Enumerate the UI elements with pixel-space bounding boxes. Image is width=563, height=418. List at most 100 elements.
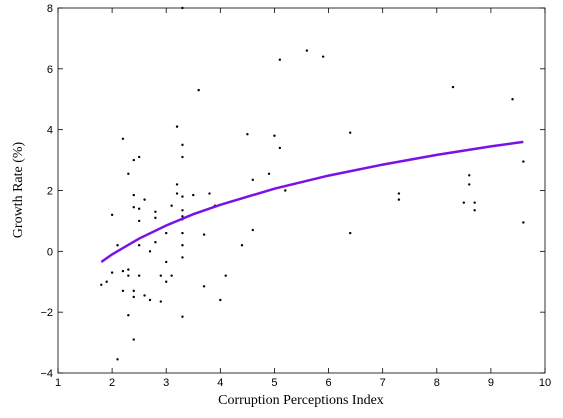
data-point — [121, 137, 125, 140]
data-point — [110, 213, 114, 217]
data-point — [208, 192, 211, 195]
data-point — [278, 146, 282, 150]
x-tick-label: 4 — [217, 377, 223, 389]
data-point — [132, 193, 135, 197]
data-point — [159, 274, 163, 277]
data-point — [137, 207, 141, 210]
data-point — [511, 98, 514, 101]
data-point — [154, 241, 157, 244]
data-point — [273, 134, 276, 137]
x-tick-label: 5 — [271, 377, 277, 389]
data-point — [137, 244, 141, 247]
data-point — [175, 192, 179, 195]
data-point — [116, 358, 119, 361]
data-point — [251, 228, 254, 232]
data-point — [240, 244, 244, 247]
data-point — [522, 160, 525, 163]
x-tick-label: 1 — [55, 377, 61, 389]
data-point — [224, 274, 227, 277]
y-tick-label: 0 — [47, 246, 53, 258]
data-point — [462, 201, 466, 204]
data-point — [127, 274, 130, 277]
data-point — [127, 268, 130, 271]
data-point — [165, 231, 168, 235]
data-point — [267, 172, 271, 175]
y-tick-label: 6 — [47, 64, 53, 76]
data-point — [251, 178, 254, 182]
data-point — [181, 6, 184, 10]
x-axis-label: Corruption Perceptions Index — [218, 393, 384, 408]
data-point — [165, 280, 168, 283]
data-point — [116, 244, 119, 247]
data-point — [121, 289, 125, 293]
data-point — [202, 285, 206, 288]
data-point — [100, 283, 103, 286]
x-tick-label: 7 — [380, 377, 386, 389]
data-point — [181, 256, 184, 259]
data-point — [132, 158, 135, 162]
data-point — [451, 85, 455, 89]
data-point — [181, 231, 184, 235]
data-point — [175, 125, 179, 128]
data-point — [127, 172, 130, 175]
data-point — [468, 174, 471, 177]
data-point — [181, 215, 184, 218]
data-point — [219, 298, 222, 302]
data-point — [181, 195, 184, 198]
x-tick-label: 3 — [163, 377, 169, 389]
data-point — [137, 155, 141, 159]
data-point — [143, 294, 146, 297]
y-tick-label: 4 — [47, 125, 53, 137]
data-point — [137, 274, 141, 277]
data-point — [175, 183, 179, 186]
data-point — [349, 231, 352, 235]
data-point — [110, 271, 114, 274]
data-point — [197, 88, 200, 92]
x-tick-label: 8 — [434, 377, 440, 389]
data-point — [132, 206, 135, 209]
y-axis-label: Growth Rate (%) — [11, 141, 26, 238]
data-point — [121, 269, 125, 273]
data-point — [170, 204, 173, 207]
data-point — [468, 183, 471, 186]
data-point — [181, 155, 184, 159]
data-point — [143, 198, 146, 201]
data-point — [170, 274, 173, 277]
data-point — [305, 49, 309, 52]
data-point — [473, 201, 476, 204]
data-point — [284, 189, 287, 192]
data-point — [181, 315, 184, 318]
y-tick-label: −2 — [40, 307, 53, 319]
x-tick-label: 6 — [325, 377, 331, 389]
data-point — [159, 300, 163, 303]
data-point — [181, 244, 184, 247]
x-tick-label: 9 — [488, 377, 494, 389]
data-point — [349, 131, 352, 134]
data-point — [321, 55, 325, 58]
plot-frame — [57, 7, 546, 374]
y-tick-label: 8 — [47, 3, 53, 15]
x-tick-label: 10 — [539, 377, 551, 389]
data-point — [154, 216, 157, 220]
data-point — [132, 338, 135, 341]
data-point — [132, 289, 135, 293]
data-point — [154, 210, 157, 213]
x-tick-label: 2 — [109, 377, 115, 389]
data-point — [148, 298, 152, 302]
data-point — [473, 209, 476, 212]
data-point — [192, 193, 195, 197]
y-tick-label: 2 — [47, 186, 53, 198]
data-point — [522, 221, 525, 224]
data-point — [132, 295, 135, 299]
data-point — [181, 209, 184, 212]
data-point — [105, 280, 108, 283]
data-point — [278, 58, 282, 61]
data-point — [148, 250, 152, 253]
data-point — [127, 314, 130, 317]
data-point — [397, 192, 401, 195]
data-point — [165, 260, 168, 264]
data-point — [202, 233, 206, 236]
data-point — [397, 198, 401, 201]
data-point — [181, 143, 184, 147]
